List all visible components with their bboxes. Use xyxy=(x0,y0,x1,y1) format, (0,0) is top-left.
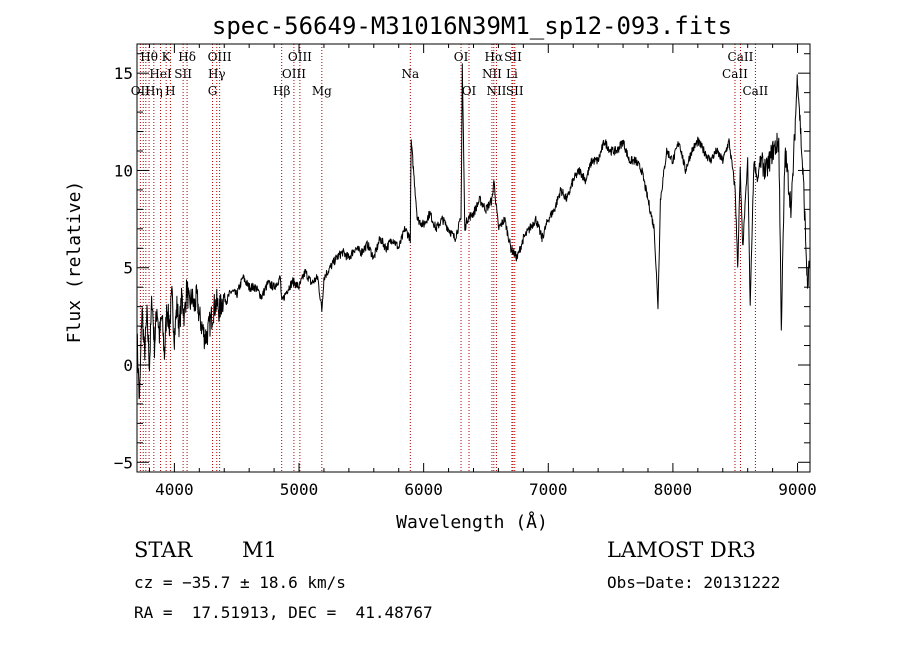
chart-title: spec-56649-M31016N39M1_sp12-093.fits xyxy=(212,12,732,40)
data-release: LAMOST DR3 xyxy=(607,538,756,562)
y-tick-label-2: 5 xyxy=(123,259,133,278)
y-tick-label-1: 0 xyxy=(123,356,133,375)
plot-frame xyxy=(136,43,811,473)
x-tick-label-1: 5000 xyxy=(280,480,319,499)
x-axis-label: Wavelength (Å) xyxy=(396,511,548,533)
y-tick-label-0: −5 xyxy=(114,453,133,472)
axis-ticks: 4000 5000 6000 7000 8000 9000 −5 0 5 10 15 xyxy=(114,44,817,499)
line-label-16: OI xyxy=(454,50,469,64)
line-label-15: Na xyxy=(401,67,419,81)
line-label-20: NII xyxy=(482,67,502,81)
y-axis-label: Flux (relative) xyxy=(64,181,85,344)
line-label-8: OIII xyxy=(208,50,232,64)
x-tick-label-5: 9000 xyxy=(778,480,817,499)
line-label-1: OII xyxy=(131,84,151,98)
line-label-25: CaII xyxy=(722,67,748,81)
redshift-readout: cz = −35.7 ± 18.6 km/s xyxy=(134,573,346,592)
line-label-13: OIII xyxy=(282,67,306,81)
object-type: STAR xyxy=(134,538,193,562)
line-label-22: NII xyxy=(486,84,506,98)
line-label-10: G xyxy=(208,84,218,98)
x-tick-label-2: 6000 xyxy=(404,480,443,499)
line-label-24: CaII xyxy=(728,50,754,64)
line-label-23: SII xyxy=(506,84,524,98)
object-subclass: M1 xyxy=(242,538,277,562)
line-label-21: Li xyxy=(506,67,518,81)
x-tick-label-0: 4000 xyxy=(155,480,194,499)
line-label-18: Hα xyxy=(485,50,504,64)
line-label-3: HeI xyxy=(149,67,172,81)
line-label-7: SII xyxy=(174,67,192,81)
line-label-0: Hθ xyxy=(140,50,158,64)
line-label-19: SII xyxy=(504,50,522,64)
line-label-26: CaII xyxy=(742,84,768,98)
line-label-2: Hη xyxy=(145,84,163,98)
spectrum-series-0 xyxy=(136,63,811,400)
x-tick-label-3: 7000 xyxy=(529,480,568,499)
line-label-6: Hδ xyxy=(178,50,196,64)
line-label-12: OIII xyxy=(288,50,312,64)
line-markers xyxy=(139,44,756,472)
line-label-11: Hβ xyxy=(273,84,290,98)
line-label-4: K xyxy=(162,50,172,64)
line-label-5: H xyxy=(165,84,175,98)
line-label-14: Mg xyxy=(312,84,332,98)
coordinates-readout: RA = 17.51913, DEC = 41.48767 xyxy=(134,603,433,622)
x-tick-label-4: 8000 xyxy=(654,480,693,499)
line-label-17: OI xyxy=(462,84,477,98)
y-tick-label-4: 15 xyxy=(114,64,133,83)
line-label-9: Hγ xyxy=(208,67,226,81)
observation-date: Obs−Date: 20131222 xyxy=(607,573,781,592)
spectrum-series-layer xyxy=(136,63,811,400)
y-tick-label-3: 10 xyxy=(114,161,133,180)
